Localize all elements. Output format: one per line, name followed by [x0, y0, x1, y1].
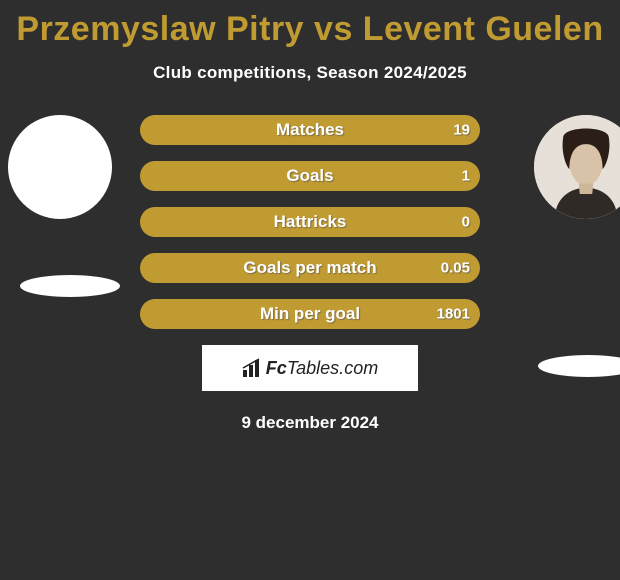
- stat-row: Goals per match0.05: [140, 253, 480, 283]
- stat-row: Goals1: [140, 161, 480, 191]
- player-right-avatar: [534, 115, 620, 219]
- subtitle: Club competitions, Season 2024/2025: [0, 63, 620, 83]
- stat-row: Min per goal1801: [140, 299, 480, 329]
- brand-suffix: Tables.com: [287, 358, 378, 378]
- stat-row: Hattricks0: [140, 207, 480, 237]
- stat-bar-right: [140, 161, 480, 191]
- stat-bar-right: [140, 115, 480, 145]
- brand-logo: FcTables.com: [202, 345, 418, 391]
- player-left-club-badge: [20, 275, 120, 297]
- stat-bar-right: [140, 299, 480, 329]
- stat-row: Matches19: [140, 115, 480, 145]
- player-left-avatar: [8, 115, 112, 219]
- comparison-infographic: Przemyslaw Pitry vs Levent Guelen Club c…: [0, 0, 620, 580]
- stat-bar-right: [140, 207, 480, 237]
- compare-area: Matches19 Goals1 Hattricks0 Goals per match…: [0, 115, 620, 329]
- player-left-placeholder-icon: [8, 155, 112, 179]
- stat-bar-right: [140, 253, 480, 283]
- brand-prefix: Fc: [266, 358, 287, 378]
- stat-bars: Matches19 Goals1 Hattricks0 Goals per match…: [140, 115, 480, 329]
- bars-icon: [242, 358, 264, 378]
- date-label: 9 december 2024: [0, 413, 620, 433]
- person-photo-icon: [534, 115, 620, 219]
- page-title: Przemyslaw Pitry vs Levent Guelen: [0, 0, 620, 49]
- player-right-club-badge: [538, 355, 620, 377]
